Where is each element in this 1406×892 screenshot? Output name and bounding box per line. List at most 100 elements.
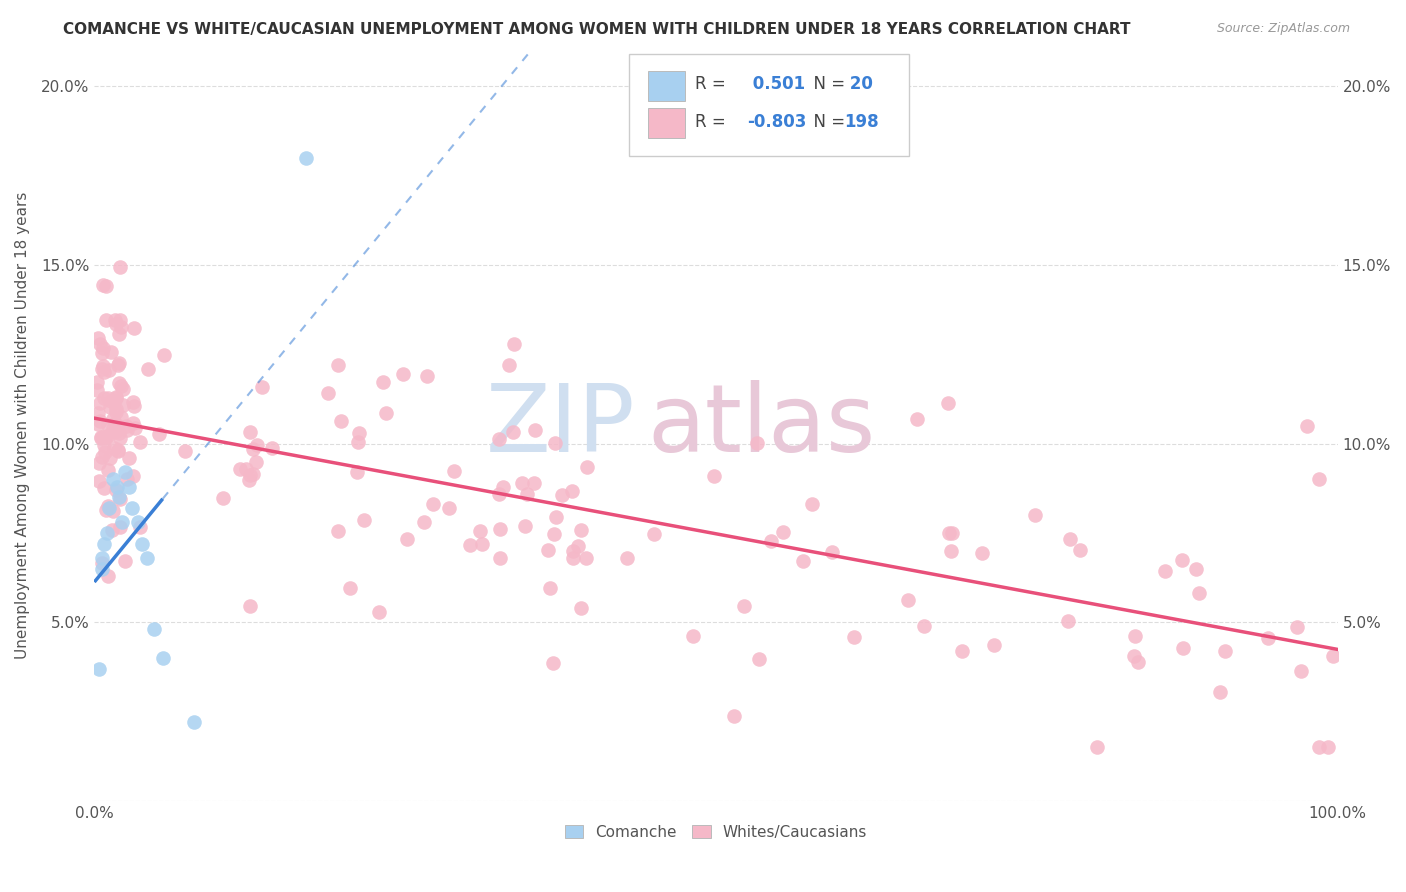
Point <box>245 455 267 469</box>
Point <box>821 545 844 559</box>
Point <box>114 419 136 434</box>
Point <box>562 551 585 566</box>
Point <box>96 525 118 540</box>
Point <box>97 428 120 442</box>
Point <box>489 550 512 565</box>
Point <box>1188 586 1211 600</box>
Point <box>101 420 124 434</box>
Point <box>347 425 370 440</box>
Text: atlas: atlas <box>648 380 876 472</box>
Point <box>93 391 115 405</box>
Point <box>326 524 349 538</box>
Point <box>104 425 127 439</box>
Point <box>1123 649 1146 664</box>
Point <box>567 539 589 553</box>
Point <box>112 398 135 412</box>
Point <box>152 651 174 665</box>
Point <box>562 543 585 558</box>
Point <box>87 331 110 345</box>
Point <box>97 463 120 477</box>
Point <box>575 460 598 475</box>
Point <box>703 469 725 483</box>
Text: 0.501: 0.501 <box>747 76 806 94</box>
Point <box>546 510 568 524</box>
Point <box>100 393 122 408</box>
Point <box>103 394 125 409</box>
Point <box>503 337 526 351</box>
Point <box>121 500 143 515</box>
Point <box>1085 740 1108 755</box>
Point <box>108 431 131 445</box>
Point <box>537 543 560 558</box>
Point <box>104 391 127 405</box>
Point <box>239 467 262 482</box>
Point <box>950 644 973 658</box>
Point <box>98 500 121 515</box>
Point <box>91 361 114 376</box>
Point <box>124 421 146 435</box>
Point <box>115 423 138 437</box>
Point <box>111 382 134 396</box>
Point <box>122 399 145 413</box>
Point <box>1123 629 1146 643</box>
Point <box>801 497 824 511</box>
Point <box>174 444 197 458</box>
Point <box>114 465 136 479</box>
Point <box>1185 562 1208 576</box>
Point <box>93 359 115 373</box>
Point <box>235 462 257 476</box>
Point <box>94 445 117 459</box>
Point <box>90 551 112 566</box>
Point <box>550 488 572 502</box>
Point <box>569 601 592 615</box>
Point <box>488 433 510 447</box>
Point <box>747 436 769 450</box>
Point <box>108 491 131 506</box>
Point <box>569 523 592 537</box>
Point <box>912 619 935 633</box>
FancyBboxPatch shape <box>648 109 685 138</box>
Point <box>396 532 419 546</box>
Point <box>105 483 128 498</box>
Point <box>98 401 121 415</box>
Point <box>211 491 233 506</box>
Point <box>1153 564 1175 578</box>
Point <box>107 326 129 341</box>
Point <box>1285 620 1308 634</box>
Point <box>488 521 510 535</box>
Point <box>118 450 141 465</box>
Text: N =: N = <box>803 113 851 131</box>
Point <box>242 442 264 456</box>
Point <box>242 467 264 482</box>
Point <box>516 487 538 501</box>
Point <box>515 519 537 533</box>
Point <box>983 638 1005 652</box>
Point <box>89 662 111 676</box>
Point <box>1289 665 1312 679</box>
Point <box>252 380 274 394</box>
Point <box>121 395 143 409</box>
FancyBboxPatch shape <box>648 71 685 101</box>
Point <box>1213 644 1236 658</box>
Point <box>347 434 370 449</box>
Point <box>458 537 481 551</box>
Text: R =: R = <box>695 113 731 131</box>
Point <box>238 473 260 487</box>
Point <box>1308 740 1330 755</box>
Point <box>110 260 132 275</box>
Point <box>122 469 145 483</box>
Point <box>108 313 131 327</box>
Point <box>748 652 770 666</box>
Point <box>1126 656 1149 670</box>
Point <box>439 500 461 515</box>
Point <box>759 534 782 549</box>
Point <box>97 392 120 406</box>
Point <box>544 435 567 450</box>
Point <box>91 346 114 360</box>
Point <box>502 425 524 439</box>
Point <box>97 363 120 377</box>
Point <box>129 435 152 450</box>
Point <box>94 430 117 444</box>
Point <box>392 367 415 381</box>
Text: Source: ZipAtlas.com: Source: ZipAtlas.com <box>1216 22 1350 36</box>
